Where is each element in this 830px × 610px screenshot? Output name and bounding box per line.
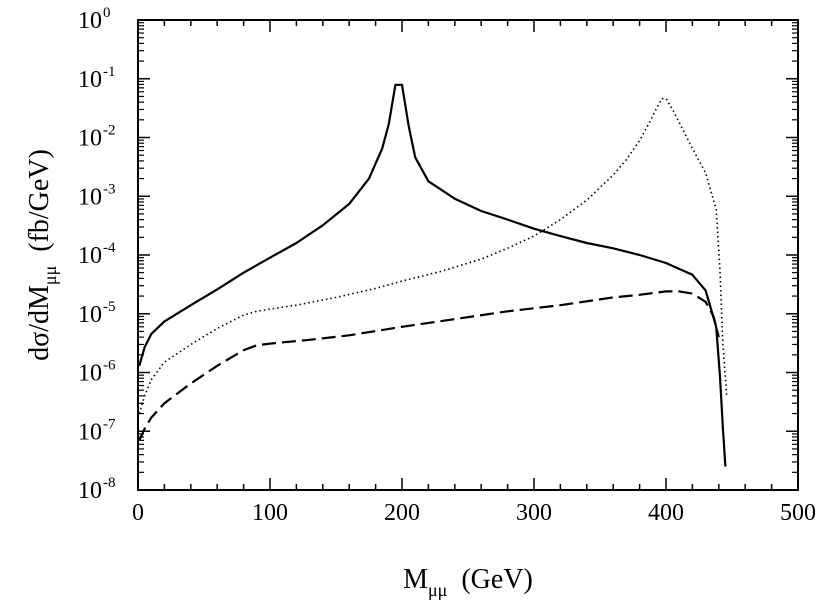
- y-axis-title: dσ/dMμμ (fb/GeV): [24, 149, 60, 361]
- y-tick-label-exponent: 0: [103, 5, 111, 21]
- y-tick-label: 10: [78, 361, 102, 387]
- y-tick-label: 10: [78, 126, 102, 152]
- y-tick-label-exponent: -4: [103, 240, 116, 256]
- y-tick-label-exponent: -3: [103, 181, 116, 197]
- y-tick-label-exponent: -5: [103, 299, 116, 315]
- y-axis-title-unit: (fb/GeV): [24, 149, 55, 252]
- y-tick-label-exponent: -6: [103, 358, 116, 374]
- x-tick-label: 500: [780, 500, 816, 526]
- x-axis-title-unit: (GeV): [461, 564, 533, 595]
- y-tick-label: 10: [78, 184, 102, 210]
- x-tick-label: 0: [132, 500, 144, 526]
- y-tick-label: 10: [78, 8, 102, 34]
- y-tick-label: 10: [78, 302, 102, 328]
- x-tick-label: 400: [648, 500, 684, 526]
- y-tick-label: 10: [78, 419, 102, 445]
- y-tick-label: 10: [78, 67, 102, 93]
- y-axis-title-sub: μμ: [40, 266, 60, 285]
- x-tick-label: 100: [252, 500, 288, 526]
- x-axis-title: Mμμ (GeV): [403, 564, 533, 600]
- x-tick-label: 300: [516, 500, 552, 526]
- y-tick-label: 10: [78, 243, 102, 269]
- series-dashed-line: [138, 290, 720, 441]
- axis-ticks: [137, 19, 799, 491]
- series-layer: [138, 83, 728, 467]
- plot-frame: [137, 19, 799, 491]
- y-tick-label-exponent: -7: [103, 416, 116, 432]
- y-tick-label-exponent: -2: [103, 123, 116, 139]
- x-axis-title-main: M: [403, 564, 428, 595]
- x-tick-label: 200: [384, 500, 420, 526]
- tick-labels: 0 100 200 300 400 50010-810-710-610-510-410-3…: [78, 5, 816, 526]
- y-tick-label-exponent: -1: [103, 64, 116, 80]
- y-axis-title-main: dσ/dM: [24, 285, 55, 361]
- series-dotted-line: [138, 97, 728, 414]
- x-axis-title-sub: μμ: [428, 580, 447, 600]
- series-solid-line: [138, 83, 727, 467]
- y-tick-label-exponent: -8: [103, 475, 116, 491]
- y-tick-label: 10: [78, 478, 102, 504]
